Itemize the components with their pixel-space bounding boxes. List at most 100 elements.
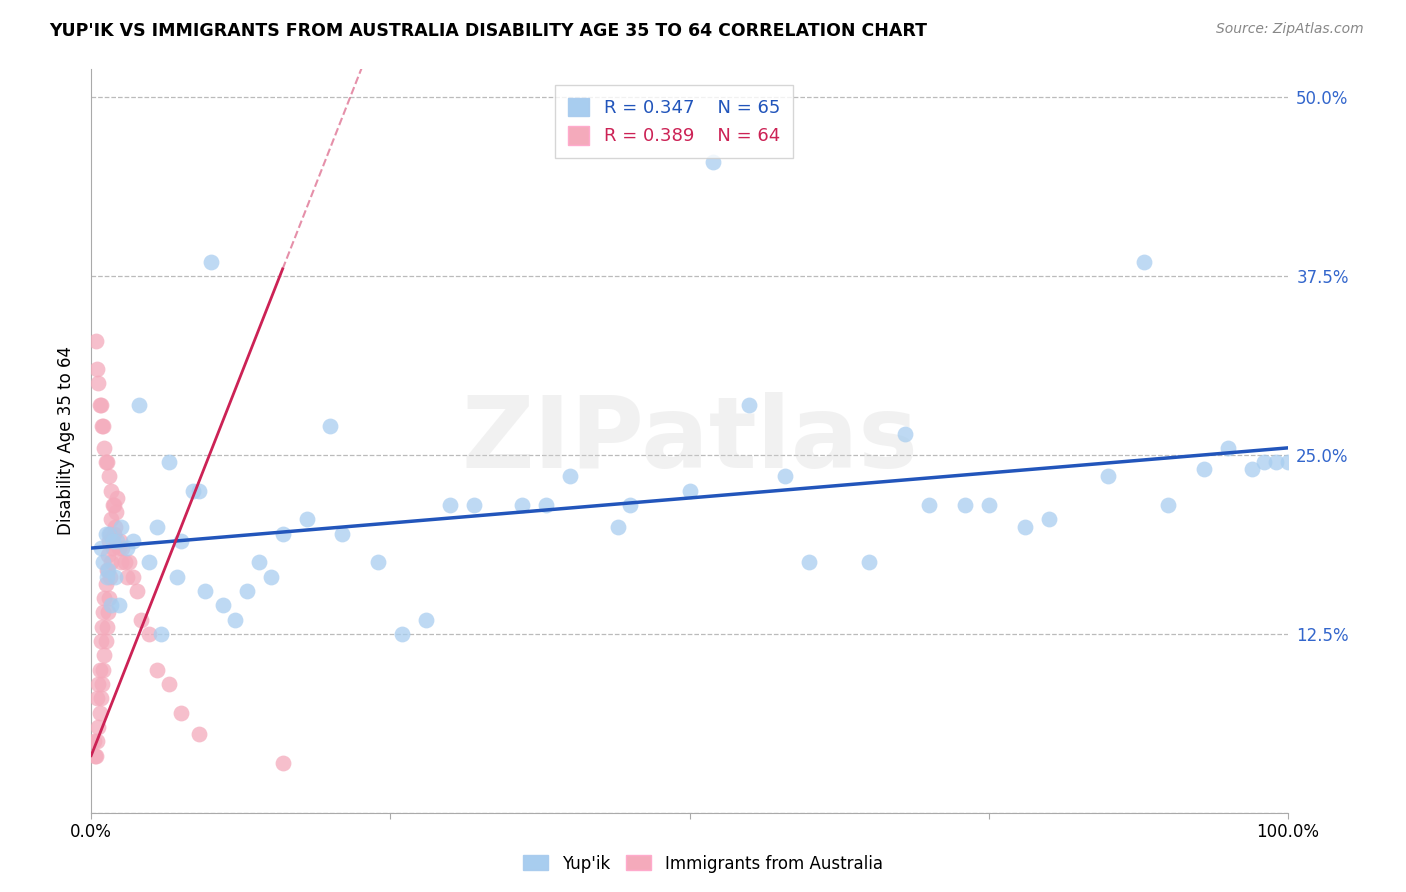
Point xyxy=(107,599,129,613)
Point xyxy=(100,483,122,498)
Point xyxy=(1240,462,1263,476)
Text: YUP'IK VS IMMIGRANTS FROM AUSTRALIA DISABILITY AGE 35 TO 64 CORRELATION CHART: YUP'IK VS IMMIGRANTS FROM AUSTRALIA DISA… xyxy=(49,22,927,40)
Point xyxy=(90,541,112,555)
Point xyxy=(97,606,120,620)
Point xyxy=(86,691,108,706)
Point xyxy=(367,555,389,569)
Point xyxy=(86,734,108,748)
Point xyxy=(115,541,138,555)
Point xyxy=(187,483,209,498)
Point xyxy=(146,519,169,533)
Point xyxy=(118,555,141,569)
Point xyxy=(103,526,125,541)
Point xyxy=(97,563,120,577)
Point xyxy=(107,491,129,505)
Point xyxy=(200,254,222,268)
Point xyxy=(157,455,180,469)
Point xyxy=(89,706,111,720)
Point xyxy=(977,498,1000,512)
Point xyxy=(86,362,108,376)
Point xyxy=(1097,469,1119,483)
Point xyxy=(93,441,115,455)
Point xyxy=(170,706,193,720)
Point xyxy=(738,398,761,412)
Point xyxy=(619,498,641,512)
Point xyxy=(98,469,121,483)
Point xyxy=(247,555,270,569)
Point xyxy=(101,533,124,548)
Y-axis label: Disability Age 35 to 64: Disability Age 35 to 64 xyxy=(58,346,75,535)
Point xyxy=(96,570,118,584)
Point xyxy=(90,691,112,706)
Point xyxy=(91,606,114,620)
Point xyxy=(858,555,880,569)
Point xyxy=(1216,441,1239,455)
Point xyxy=(96,563,118,577)
Point xyxy=(98,591,121,606)
Point xyxy=(773,469,796,483)
Point xyxy=(149,627,172,641)
Point xyxy=(101,541,124,555)
Point xyxy=(91,555,114,569)
Point xyxy=(90,677,112,691)
Point xyxy=(87,677,110,691)
Point xyxy=(678,483,700,498)
Point xyxy=(439,498,461,512)
Point xyxy=(463,498,485,512)
Point xyxy=(107,541,129,555)
Point xyxy=(107,533,129,548)
Point xyxy=(510,498,533,512)
Point xyxy=(131,613,153,627)
Point xyxy=(224,613,246,627)
Point xyxy=(83,748,105,763)
Point xyxy=(96,455,118,469)
Point xyxy=(1157,498,1180,512)
Point xyxy=(166,570,188,584)
Point xyxy=(87,376,110,391)
Point xyxy=(194,584,217,599)
Point xyxy=(534,498,557,512)
Point xyxy=(90,398,112,412)
Point xyxy=(101,498,124,512)
Point xyxy=(115,570,138,584)
Point xyxy=(98,526,121,541)
Point xyxy=(84,334,107,348)
Point xyxy=(271,756,294,770)
Point xyxy=(894,426,917,441)
Point xyxy=(87,720,110,734)
Point xyxy=(91,663,114,677)
Point xyxy=(110,555,132,569)
Point xyxy=(90,620,112,634)
Point xyxy=(295,512,318,526)
Point xyxy=(181,483,204,498)
Point xyxy=(319,419,342,434)
Point xyxy=(98,526,121,541)
Point xyxy=(94,526,117,541)
Point xyxy=(953,498,976,512)
Point xyxy=(100,599,122,613)
Point xyxy=(90,419,112,434)
Point xyxy=(1253,455,1275,469)
Point xyxy=(146,663,169,677)
Point xyxy=(104,570,127,584)
Point xyxy=(93,591,115,606)
Point xyxy=(83,734,105,748)
Point xyxy=(93,648,115,663)
Point xyxy=(260,570,283,584)
Point xyxy=(100,512,122,526)
Point xyxy=(138,555,160,569)
Point xyxy=(89,398,111,412)
Point xyxy=(98,570,121,584)
Point xyxy=(105,505,128,519)
Point xyxy=(114,555,136,569)
Point xyxy=(558,469,581,483)
Point xyxy=(1192,462,1215,476)
Point xyxy=(122,533,145,548)
Point xyxy=(84,748,107,763)
Point xyxy=(1277,455,1299,469)
Text: Source: ZipAtlas.com: Source: ZipAtlas.com xyxy=(1216,22,1364,37)
Point xyxy=(187,727,209,741)
Point xyxy=(96,620,118,634)
Point xyxy=(108,533,131,548)
Point xyxy=(211,599,233,613)
